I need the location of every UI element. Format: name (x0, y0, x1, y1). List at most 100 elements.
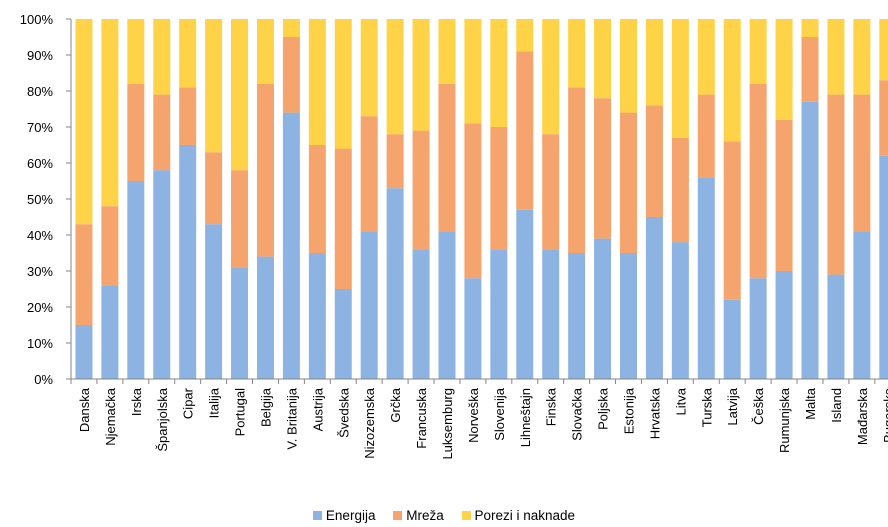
x-tick-label: Italija (207, 387, 222, 418)
y-tick-label: 10% (27, 336, 53, 351)
bar-segment (697, 177, 715, 379)
bar-segment (127, 181, 145, 379)
x-tick-label: Bugarska (881, 387, 888, 443)
bar-segment (282, 19, 300, 37)
bar-segment (75, 19, 93, 225)
x-tick-label: Španjolska (155, 387, 170, 451)
bar-segment (801, 37, 819, 102)
x-tick-label: Švedska (336, 387, 351, 438)
bar-segment (749, 19, 767, 84)
legend: Energija Mreža Porezi i naknade (0, 508, 888, 523)
bar-segment (205, 19, 223, 153)
bar-segment (645, 19, 663, 106)
x-tick-label: Slovenija (492, 387, 507, 441)
bar-segment (360, 116, 378, 232)
legend-item-energija: Energija (312, 508, 375, 523)
bar-segment (75, 224, 93, 325)
bar-segment (412, 19, 430, 131)
y-tick-label: 90% (27, 48, 53, 63)
x-tick-label: Slovačka (570, 387, 585, 441)
bar-segment (723, 19, 741, 142)
bar-segment (256, 256, 274, 379)
bar-segment (853, 231, 871, 379)
legend-label-mreza: Mreža (406, 508, 444, 523)
bar-segment (179, 87, 197, 145)
x-tick-label: Litva (673, 387, 688, 415)
x-tick-label: Turska (699, 387, 714, 427)
y-tick-label: 30% (27, 264, 53, 279)
bar-segment (542, 134, 560, 250)
bar-segment (464, 19, 482, 124)
x-tick-label: Danska (77, 387, 92, 432)
bar-segment (568, 87, 586, 254)
bar-segment (749, 83, 767, 279)
bar-segment (179, 19, 197, 88)
x-tick-label: Hrvatska (647, 387, 662, 439)
bar-segment (697, 94, 715, 178)
bar-segment (127, 83, 145, 181)
x-tick-label: Austrija (310, 387, 325, 431)
x-tick-label: Grčka (388, 387, 403, 422)
bar-segment (827, 274, 845, 379)
bar-segment (801, 101, 819, 380)
bar-segment (179, 145, 197, 379)
x-tick-label: Norveška (466, 387, 481, 443)
bar-segment (282, 37, 300, 113)
bar-segment (516, 51, 534, 210)
bars (75, 19, 888, 380)
bar-segment (438, 231, 456, 379)
y-tick-label: 80% (27, 84, 53, 99)
x-tick-label: Luksemburg (440, 388, 455, 460)
bar-segment (101, 285, 119, 379)
y-tick-label: 40% (27, 228, 53, 243)
x-tick-label: Lihneštajn (518, 388, 533, 447)
y-tick-label: 20% (27, 300, 53, 315)
x-tick-label: Poljska (596, 387, 611, 430)
bar-segment (723, 299, 741, 379)
x-tick-label: V. Britanija (284, 387, 299, 449)
bar-segment (438, 19, 456, 84)
bar-segment (231, 19, 249, 171)
bar-segment (723, 141, 741, 300)
bar-segment (231, 267, 249, 379)
bar-segment (412, 130, 430, 250)
bar-segment (360, 19, 378, 117)
x-tick-label: Rumunjska (777, 387, 792, 453)
bar-segment (853, 94, 871, 232)
bar-segment (75, 325, 93, 379)
x-tick-label: Portugal (233, 388, 248, 437)
bar-segment (619, 112, 637, 253)
bar-segment (775, 271, 793, 379)
axes (66, 18, 888, 384)
bar-segment (256, 19, 274, 84)
bar-segment (516, 209, 534, 379)
bar-segment (205, 224, 223, 379)
x-tick-label: Finska (544, 387, 559, 426)
legend-item-porezi: Porezi i naknade (461, 508, 575, 523)
bar-segment (490, 127, 508, 250)
y-tick-label: 70% (27, 120, 53, 135)
bar-segment (568, 253, 586, 379)
bar-segment (386, 134, 404, 189)
legend-swatch-mreza (393, 511, 403, 520)
bar-segment (827, 19, 845, 95)
bar-segment (879, 155, 888, 379)
bar-segment (282, 112, 300, 379)
bar-segment (645, 105, 663, 217)
bar-segment (568, 19, 586, 88)
bar-segment (360, 231, 378, 379)
bar-segment (308, 19, 326, 145)
bar-segment (879, 80, 888, 156)
bar-segment (516, 19, 534, 52)
bar-segment (308, 145, 326, 253)
y-axis-labels: 0% 10% 20% 30% 40% 50% 60% 70% 80% 90% 100% (20, 12, 54, 387)
bar-segment (853, 19, 871, 95)
bar-segment (438, 83, 456, 232)
y-tick-label: 60% (27, 156, 53, 171)
y-tick-label: 50% (27, 192, 53, 207)
legend-item-mreza: Mreža (393, 508, 444, 523)
bar-segment (153, 170, 171, 379)
bar-segment (386, 19, 404, 135)
legend-swatch-porezi (461, 511, 471, 520)
